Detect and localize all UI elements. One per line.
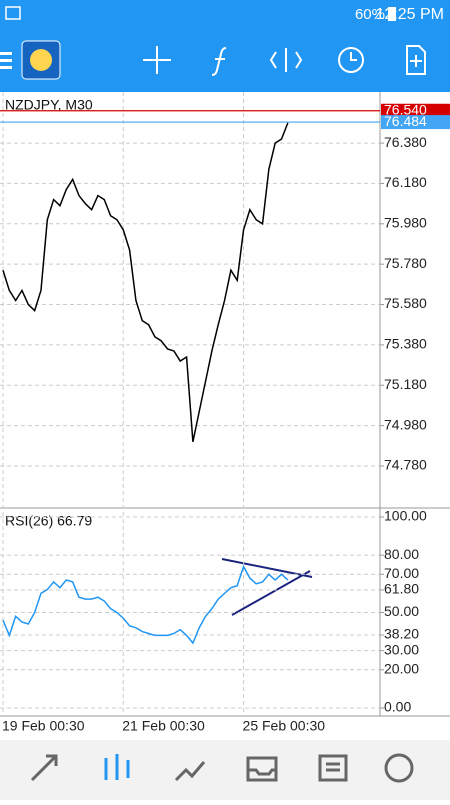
x-tick-label: 21 Feb 00:30 <box>122 718 205 734</box>
panel-title: NZDJPY, M30 <box>5 97 93 113</box>
panel-title: RSI(26) 66.79 <box>5 513 92 529</box>
chat-tab[interactable] <box>384 753 414 783</box>
y-tick-label: 75.180 <box>384 376 427 392</box>
gallery-icon <box>5 6 21 20</box>
y-tick-label: 30.00 <box>384 641 419 657</box>
trade-tab[interactable] <box>174 761 206 782</box>
y-tick-label: 61.80 <box>384 581 419 597</box>
y-tick-label: 50.00 <box>384 603 419 619</box>
new-order-button[interactable] <box>406 45 426 75</box>
y-tick-label: 20.00 <box>384 660 419 676</box>
bottom-nav <box>0 740 450 800</box>
y-tick-label: 38.20 <box>384 626 419 642</box>
y-tick-label: 75.980 <box>384 215 427 231</box>
y-tick-label: 0.00 <box>384 699 411 715</box>
timeframe-button[interactable] <box>338 47 364 73</box>
y-tick-label: 76.180 <box>384 174 427 190</box>
x-tick-label: 25 Feb 00:30 <box>243 718 326 734</box>
history-tab[interactable] <box>246 756 278 782</box>
quotes-tab[interactable] <box>30 754 58 782</box>
crosshair-button[interactable] <box>143 46 171 74</box>
trend-line[interactable] <box>231 570 311 616</box>
indicators-button[interactable] <box>211 47 227 76</box>
battery-text: 60% <box>355 6 385 23</box>
logo-mark <box>30 49 52 71</box>
x-tick-label: 19 Feb 00:30 <box>2 718 85 734</box>
series-line <box>2 564 289 645</box>
y-tick-label: 74.780 <box>384 457 427 473</box>
y-tick-label: 75.580 <box>384 295 427 311</box>
chart-tab[interactable] <box>104 754 130 780</box>
price-label-box <box>381 103 450 118</box>
news-tab[interactable] <box>318 754 348 782</box>
series-line <box>2 122 289 442</box>
clock: 12:25 PM <box>376 6 444 23</box>
price-label: 76.484 <box>384 113 427 129</box>
y-tick-label: 70.00 <box>384 565 419 581</box>
y-tick-label: 100.00 <box>384 508 427 524</box>
y-tick-label: 74.980 <box>384 416 427 432</box>
y-tick-label: 76.380 <box>384 134 427 150</box>
trade-button[interactable] <box>269 48 303 72</box>
y-tick-label: 75.380 <box>384 336 427 352</box>
price-label: 76.540 <box>384 101 427 117</box>
menu-button[interactable] <box>0 52 12 69</box>
app-bar <box>0 0 450 92</box>
y-tick-label: 80.00 <box>384 546 419 562</box>
battery-icon <box>388 7 396 21</box>
price-label-box <box>381 115 450 130</box>
y-tick-label: 75.780 <box>384 255 427 271</box>
